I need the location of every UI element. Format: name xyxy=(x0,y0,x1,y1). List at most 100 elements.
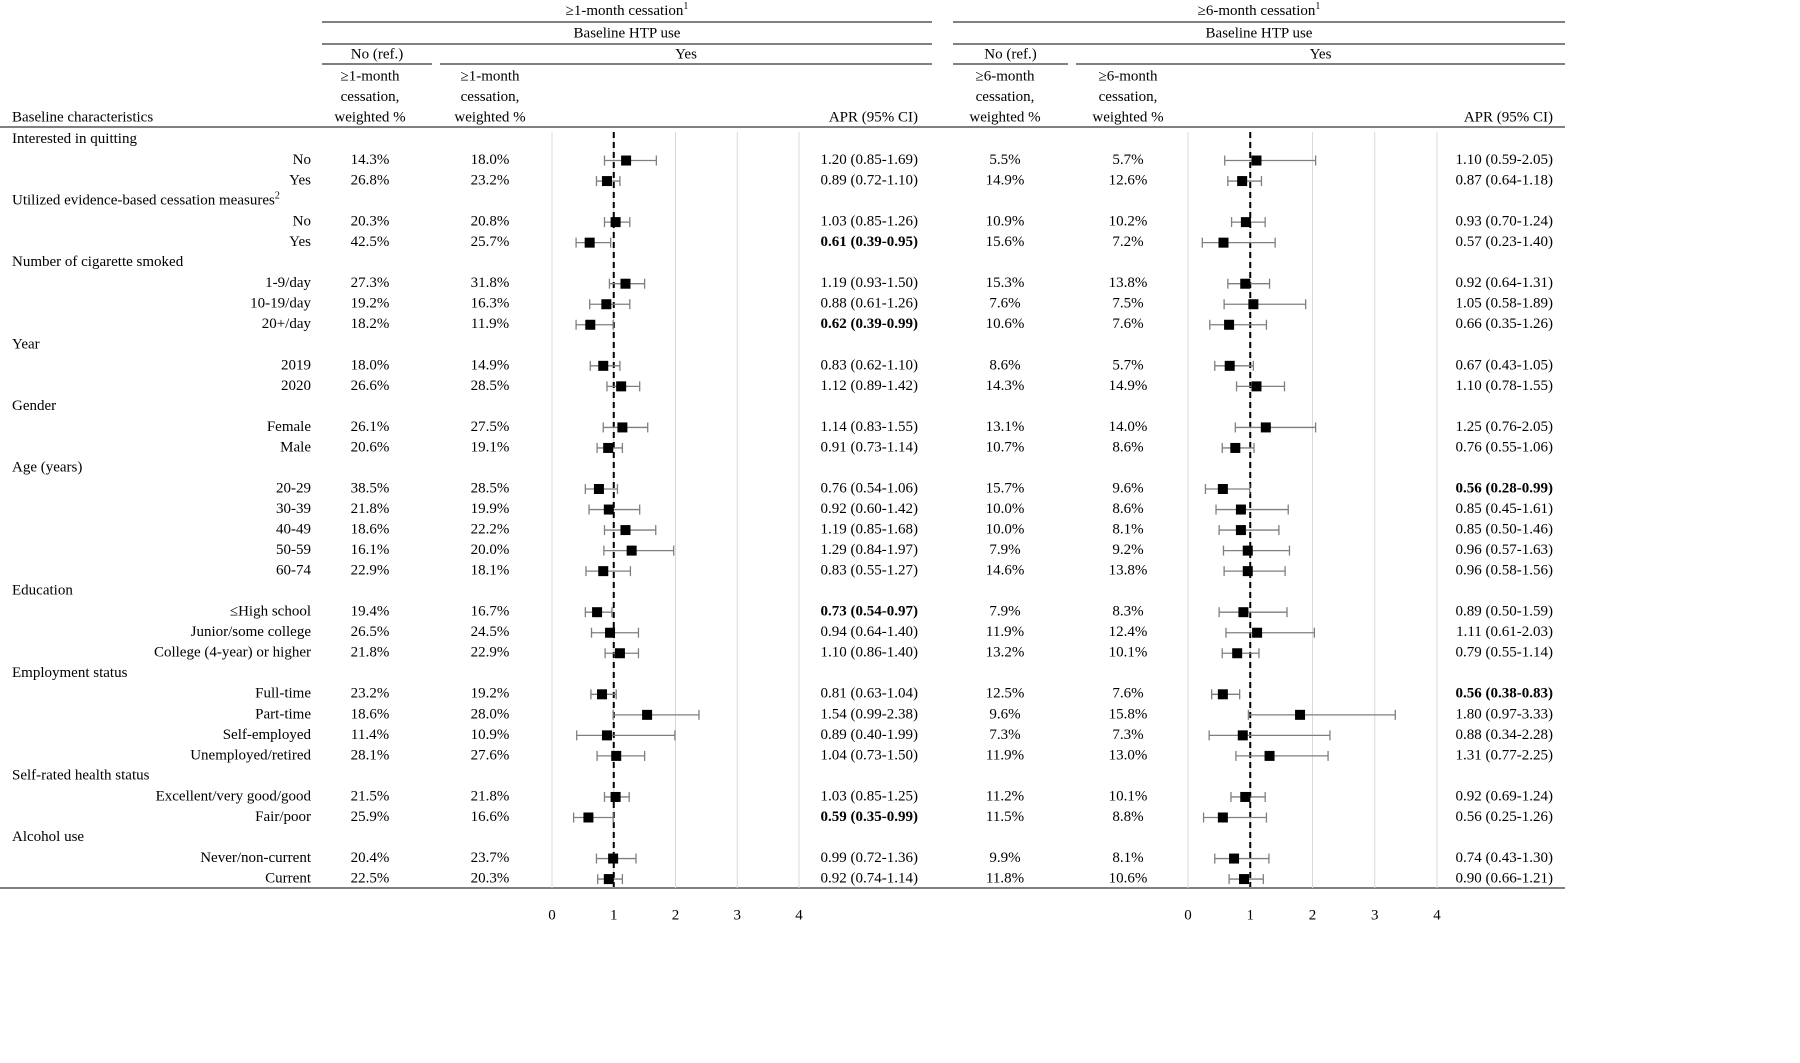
group-label-text: Alcohol use xyxy=(12,829,84,845)
column-header: cessation, xyxy=(1099,89,1158,105)
cell-no: 12.5% xyxy=(986,686,1025,702)
estimate-marker xyxy=(1248,299,1259,310)
row-label: 10-19/day xyxy=(250,296,311,312)
x-tick-label: 1 xyxy=(610,907,618,923)
group-label-text: Year xyxy=(12,337,40,353)
row-label: College (4-year) or higher xyxy=(154,645,311,661)
cell-no: 11.8% xyxy=(986,871,1024,887)
estimate-marker xyxy=(1224,360,1235,371)
estimate-marker xyxy=(593,484,604,495)
cell-yes: 8.8% xyxy=(1112,809,1143,825)
cell-no: 11.2% xyxy=(986,788,1024,804)
cell-yes: 16.7% xyxy=(471,604,510,620)
panel-subtitle: Baseline HTP use xyxy=(1206,25,1313,41)
group-label-text: Age (years) xyxy=(12,460,82,476)
cell-no: 13.1% xyxy=(986,419,1025,435)
column-header: ≥1-month xyxy=(340,68,400,84)
cell-apr: 0.83 (0.62-1.10) xyxy=(821,357,919,373)
cell-no: 14.9% xyxy=(986,172,1025,188)
estimate-marker xyxy=(642,709,653,720)
cell-apr: 0.56 (0.28-0.99) xyxy=(1456,480,1554,496)
cell-yes: 12.6% xyxy=(1109,172,1148,188)
row-label: Self-employed xyxy=(223,727,312,743)
estimate-marker xyxy=(1235,525,1246,536)
cell-apr: 0.96 (0.58-1.56) xyxy=(1456,563,1554,579)
row-label: Yes xyxy=(289,172,311,188)
estimate-marker xyxy=(626,545,637,556)
estimate-marker xyxy=(601,176,612,187)
cell-yes: 7.3% xyxy=(1112,727,1143,743)
estimate-marker xyxy=(1240,217,1251,228)
estimate-marker xyxy=(585,319,596,330)
x-tick-label: 2 xyxy=(672,907,680,923)
estimate-marker xyxy=(1238,607,1249,618)
cell-apr: 0.87 (0.64-1.18) xyxy=(1456,172,1554,188)
cell-yes: 7.6% xyxy=(1112,316,1143,332)
cell-no: 16.1% xyxy=(351,542,390,558)
cell-no: 18.6% xyxy=(351,706,390,722)
estimate-marker xyxy=(583,812,594,823)
cell-apr: 0.93 (0.70-1.24) xyxy=(1456,214,1554,230)
estimate-marker xyxy=(584,237,595,248)
cell-no: 9.9% xyxy=(989,850,1020,866)
apr-header: APR (95% CI) xyxy=(829,109,918,125)
group-label: Interested in quitting xyxy=(12,131,137,147)
cell-no: 7.3% xyxy=(989,727,1020,743)
cell-no: 25.9% xyxy=(351,809,390,825)
cell-no: 21.5% xyxy=(351,788,390,804)
cell-apr: 0.88 (0.61-1.26) xyxy=(821,296,919,312)
cell-apr: 0.73 (0.54-0.97) xyxy=(821,604,919,620)
cell-no: 10.0% xyxy=(986,522,1025,538)
cell-no: 11.5% xyxy=(986,809,1024,825)
estimate-marker xyxy=(608,853,619,864)
cell-no: 19.4% xyxy=(351,604,390,620)
cell-no: 21.8% xyxy=(351,645,390,661)
cell-no: 26.8% xyxy=(351,172,390,188)
column-header: cessation, xyxy=(976,89,1035,105)
cell-apr: 0.92 (0.74-1.14) xyxy=(821,871,919,887)
column-header: weighted % xyxy=(454,109,525,125)
cell-no: 26.5% xyxy=(351,624,390,640)
cell-no: 22.5% xyxy=(351,871,390,887)
cell-yes: 16.3% xyxy=(471,296,510,312)
cell-yes: 8.6% xyxy=(1112,501,1143,517)
cell-no: 28.1% xyxy=(351,747,390,763)
column-header: ≥6-month xyxy=(1098,68,1158,84)
cell-apr: 0.91 (0.73-1.14) xyxy=(821,439,919,455)
row-label: 2019 xyxy=(281,357,311,373)
cell-no: 26.6% xyxy=(351,378,390,394)
cell-apr: 0.92 (0.69-1.24) xyxy=(1456,788,1554,804)
cell-yes: 28.5% xyxy=(471,480,510,496)
column-header: weighted % xyxy=(334,109,405,125)
cell-apr: 0.90 (0.66-1.21) xyxy=(1456,871,1554,887)
cell-apr: 0.99 (0.72-1.36) xyxy=(821,850,919,866)
cell-apr: 1.25 (0.76-2.05) xyxy=(1456,419,1554,435)
cell-yes: 11.9% xyxy=(471,316,509,332)
cell-apr: 0.76 (0.55-1.06) xyxy=(1456,439,1554,455)
cell-yes: 5.7% xyxy=(1112,152,1143,168)
x-tick-label: 0 xyxy=(1184,907,1192,923)
cell-no: 10.9% xyxy=(986,214,1025,230)
cell-no: 42.5% xyxy=(351,234,390,250)
cell-apr: 0.67 (0.43-1.05) xyxy=(1456,357,1554,373)
x-tick-label: 1 xyxy=(1247,907,1255,923)
cell-no: 5.5% xyxy=(989,152,1020,168)
cell-yes: 22.2% xyxy=(471,522,510,538)
cell-no: 19.2% xyxy=(351,296,390,312)
cell-no: 7.9% xyxy=(989,604,1020,620)
estimate-marker xyxy=(1251,155,1262,166)
cell-no: 18.6% xyxy=(351,522,390,538)
estimate-marker xyxy=(1229,853,1240,864)
row-label: Full-time xyxy=(255,686,311,702)
group-label-note: 2 xyxy=(275,191,280,202)
cell-yes: 31.8% xyxy=(471,275,510,291)
row-label: 30-39 xyxy=(276,501,311,517)
cell-yes: 25.7% xyxy=(471,234,510,250)
cell-yes: 18.0% xyxy=(471,152,510,168)
estimate-marker xyxy=(614,648,625,659)
cell-yes: 10.9% xyxy=(471,727,510,743)
estimate-marker xyxy=(1235,504,1246,515)
cell-apr: 1.10 (0.86-1.40) xyxy=(821,645,919,661)
estimate-marker xyxy=(610,791,621,802)
cell-no: 14.6% xyxy=(986,563,1025,579)
